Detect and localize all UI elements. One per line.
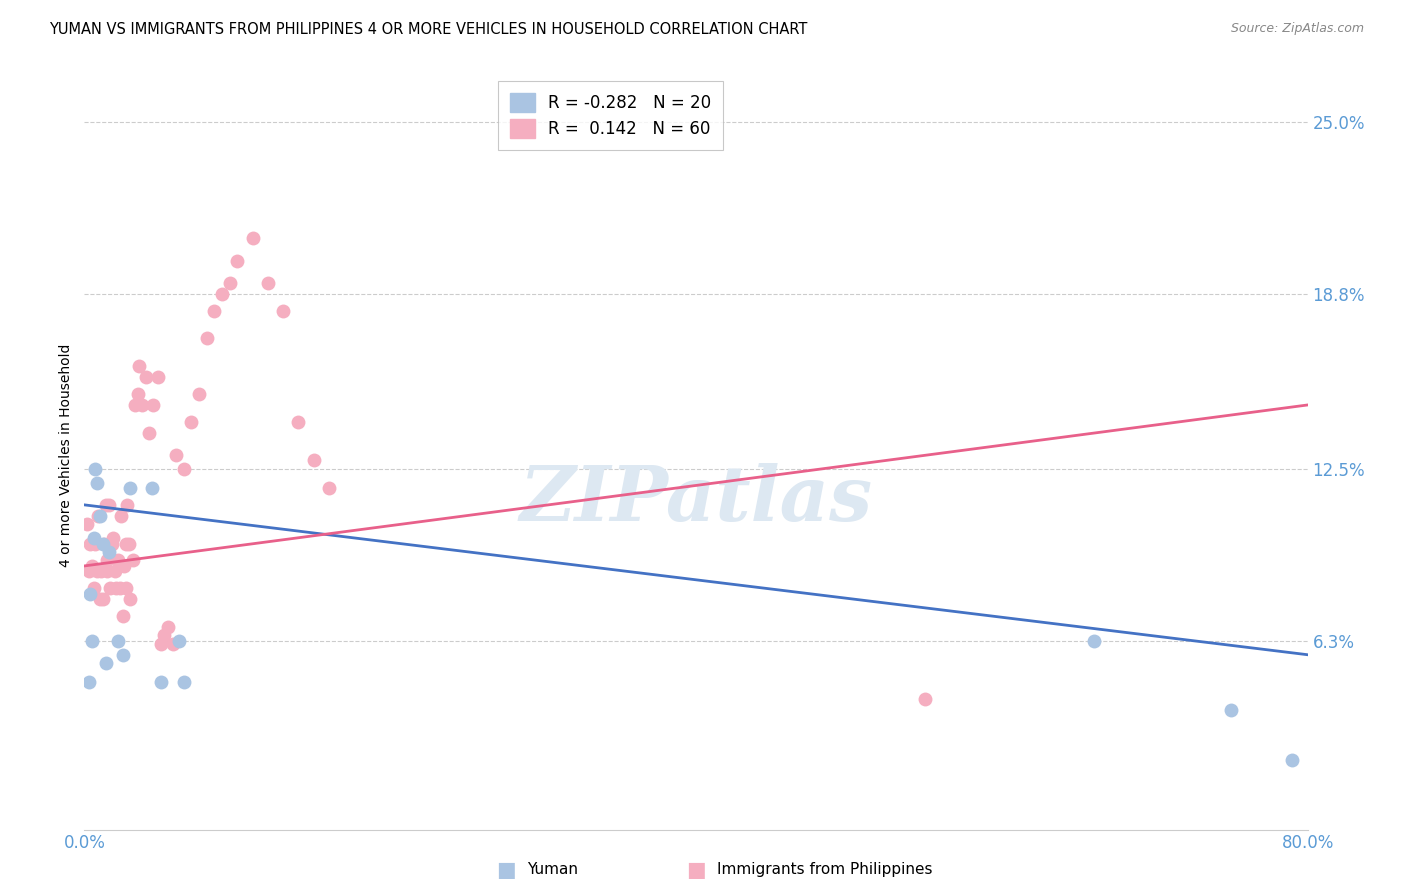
Point (1281, 753, 1303, 767)
Point (218, 276, 240, 290)
Point (107, 553, 129, 567)
Point (138, 425, 160, 440)
Point (91, 592, 114, 607)
Point (165, 448, 187, 462)
Point (110, 508, 132, 523)
Point (89, 592, 111, 607)
Point (157, 620, 180, 634)
Point (153, 628, 176, 642)
Point (114, 537, 136, 551)
Point (302, 453, 325, 467)
Point (91, 537, 114, 551)
Point (914, 692, 936, 706)
Text: ■: ■ (496, 860, 516, 880)
Point (115, 498, 138, 512)
Point (103, 531, 125, 545)
Point (271, 303, 294, 318)
Point (108, 581, 131, 595)
Point (112, 558, 135, 573)
Point (84, 462, 107, 476)
Point (84, 537, 107, 551)
Point (98, 581, 121, 595)
Point (257, 276, 280, 290)
Point (1220, 703, 1243, 717)
Point (146, 370, 169, 384)
Text: Source: ZipAtlas.com: Source: ZipAtlas.com (1230, 22, 1364, 36)
Text: Yuman: Yuman (527, 863, 578, 877)
Point (188, 387, 211, 401)
Point (83, 531, 105, 545)
Point (97, 498, 120, 512)
Point (211, 287, 233, 301)
Point (79, 587, 101, 601)
Point (83, 581, 105, 595)
Point (173, 462, 195, 476)
Point (87, 508, 110, 523)
Y-axis label: 4 or more Vehicles in Household: 4 or more Vehicles in Household (59, 343, 73, 566)
Point (180, 415, 202, 429)
Point (149, 637, 172, 651)
Point (1083, 633, 1105, 648)
Point (94, 656, 117, 670)
Point (141, 481, 163, 495)
Point (76, 517, 98, 532)
Point (80, 558, 103, 573)
Point (120, 592, 142, 607)
Point (127, 387, 149, 401)
Legend: R = -0.282   N = 20, R =  0.142   N = 60: R = -0.282 N = 20, R = 0.142 N = 60 (498, 81, 723, 150)
Point (86, 565, 108, 579)
Point (93, 537, 115, 551)
Point (167, 633, 190, 648)
Point (287, 415, 309, 429)
Text: YUMAN VS IMMIGRANTS FROM PHILIPPINES 4 OR MORE VEHICLES IN HOUSEHOLD CORRELATION: YUMAN VS IMMIGRANTS FROM PHILIPPINES 4 O… (49, 22, 807, 37)
Point (142, 398, 165, 412)
Point (105, 581, 128, 595)
Text: ■: ■ (686, 860, 706, 880)
Point (122, 553, 145, 567)
Point (96, 553, 118, 567)
Point (89, 508, 111, 523)
Point (107, 633, 129, 648)
Point (96, 565, 118, 579)
Point (124, 398, 146, 412)
Point (318, 481, 340, 495)
Point (120, 481, 142, 495)
Text: Immigrants from Philippines: Immigrants from Philippines (717, 863, 932, 877)
Point (90, 565, 112, 579)
Point (118, 537, 141, 551)
Point (242, 231, 264, 245)
Point (114, 581, 136, 595)
Point (135, 370, 157, 384)
Point (94, 498, 117, 512)
Point (111, 608, 134, 623)
Point (128, 359, 150, 373)
Point (77, 675, 100, 690)
Point (149, 675, 172, 690)
Point (97, 545, 120, 559)
Point (202, 303, 225, 318)
Point (226, 253, 249, 268)
Point (86, 475, 108, 490)
Point (101, 537, 124, 551)
Point (104, 565, 127, 579)
Point (77, 565, 100, 579)
Point (80, 633, 103, 648)
Text: ZIPatlas: ZIPatlas (519, 463, 873, 537)
Point (173, 675, 195, 690)
Point (79, 537, 101, 551)
Point (131, 398, 153, 412)
Point (162, 637, 184, 651)
Point (195, 331, 218, 345)
Point (111, 648, 134, 662)
